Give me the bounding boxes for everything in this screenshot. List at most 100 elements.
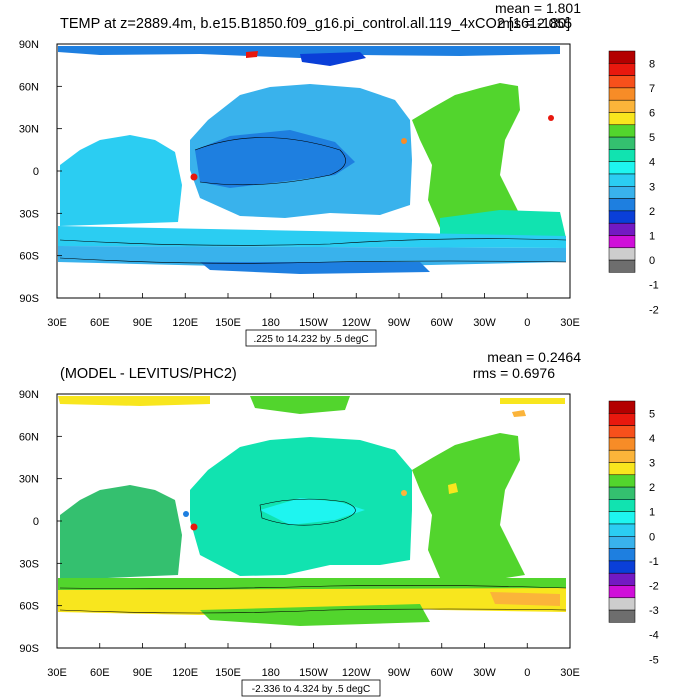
panel-1-colorbar-label: 6 xyxy=(649,108,655,120)
panel-2-y-tick-label: 0 xyxy=(33,516,39,528)
panel-1-colorbar-label: 2 xyxy=(649,206,655,218)
panel-2-colorbar: 5 4 3 2 1 0 -1 -2 -3 -4 -5 xyxy=(608,400,659,666)
panel-1-colorbar-label: -1 xyxy=(649,280,659,292)
panel-2-x-tick-label: 120W xyxy=(342,667,371,679)
p2-contour-3 xyxy=(59,608,567,614)
panel-2-colorbar-cell xyxy=(608,560,636,574)
p1-spot-orange xyxy=(401,138,407,144)
panel-2-y-tick-label: 90N xyxy=(19,389,39,401)
panel-1: TEMP at z=2889.4m, b.e15.B1850.f09_g16.p… xyxy=(19,0,659,347)
panel-1-colorbar-cell xyxy=(608,173,636,187)
panel-2-colorbar-cell xyxy=(608,486,636,500)
panel-1-colorbar-label: 3 xyxy=(649,181,655,193)
panel-2-x-tick-label: 120E xyxy=(172,667,198,679)
panel-2-x-tick-label: 30E xyxy=(47,667,67,679)
panel-2-colorbar-cell xyxy=(608,425,636,439)
panel-2-rms: rms = 0.6976 xyxy=(473,365,555,381)
panel-2-x-tick-label: 150W xyxy=(299,667,328,679)
p1-arctic-red xyxy=(246,51,258,58)
p2-contour-2 xyxy=(59,585,567,589)
panel-2-colorbar-label: -1 xyxy=(649,556,659,568)
panel-2-x-tick-label: 30W xyxy=(473,667,496,679)
panel-1-colorbar-cell xyxy=(608,247,636,261)
p1-contour-1 xyxy=(194,137,346,186)
p2-arctic-green xyxy=(250,396,350,414)
panel-1-y-tick-label: 90N xyxy=(19,39,39,51)
panel-1-colorbar-cell xyxy=(608,112,636,126)
panel-2-colorbar-cell xyxy=(608,499,636,512)
panel-1-x-tick-label: 30W xyxy=(473,317,496,329)
panel-1-x-tick-label: 60E xyxy=(90,317,110,329)
panel-2-colorbar-cell xyxy=(608,585,636,599)
panel-2-y-tick-label: 60N xyxy=(19,431,39,443)
panel-2-colorbar-cell xyxy=(608,609,636,623)
panel-1-colorbar-cell xyxy=(608,222,636,236)
panel-1-y-tick-label: 90S xyxy=(19,293,39,305)
panel-1-colorbar-cell xyxy=(608,87,636,101)
panel-2-colorbar-label: -4 xyxy=(649,630,659,642)
panel-1-colorbar-label: 1 xyxy=(649,231,655,243)
p2-arctic-yellow xyxy=(58,396,210,406)
p2-spot-yellow xyxy=(401,490,407,496)
panel-2-y-tick-label: 30S xyxy=(19,558,39,570)
panel-2-colorbar-label: -3 xyxy=(649,605,659,617)
panel-2-x-tick-label: 0 xyxy=(524,667,530,679)
panel-1-y-tick-label: 0 xyxy=(33,166,39,178)
p2-arctic-orange xyxy=(512,410,526,417)
panel-2-colorbar-label: -5 xyxy=(649,654,659,666)
panel-2-x-tick-label: 60E xyxy=(90,667,110,679)
panel-1-colorbar-cell xyxy=(608,50,636,64)
panel-1-x-tick-label: 120W xyxy=(342,317,371,329)
p1-contour-2 xyxy=(59,238,567,246)
panel-1-info-text: .225 to 14.232 by .5 degC xyxy=(253,334,368,345)
panel-1-colorbar-label: -2 xyxy=(649,304,659,316)
panel-2-x-tick-label: 30E xyxy=(560,667,580,679)
panel-1-x-tick-label: 150E xyxy=(215,317,241,329)
p2-southern-yellow xyxy=(58,588,566,615)
panel-1-info-box xyxy=(245,329,377,347)
panel-2-colorbar-label: 4 xyxy=(649,433,655,445)
p2-spot-blue xyxy=(183,511,189,517)
panel-1-x-tick-label: 30E xyxy=(560,317,580,329)
panel-2-mean: mean = 0.2464 xyxy=(487,349,581,365)
panel-1-colorbar-label: 4 xyxy=(649,157,655,169)
panel-1-x-tick-label: 30E xyxy=(47,317,67,329)
panel-1-y-tick-label: 60N xyxy=(19,81,39,93)
p1-pacific-core xyxy=(195,130,355,188)
p1-arctic-dark xyxy=(300,52,366,66)
panel-1-title: TEMP at z=2889.4m, b.e15.B1850.f09_g16.p… xyxy=(60,16,570,32)
panel-2-colorbar-cell xyxy=(608,474,636,488)
panel-2-x-tick-label: 60W xyxy=(430,667,453,679)
panel-2-colorbar-label: 1 xyxy=(649,507,655,519)
p2-pacific-core xyxy=(260,498,365,525)
panel-2-colorbar-cell xyxy=(608,523,636,537)
panel-1-colorbar-cell xyxy=(608,235,636,249)
panel-1-colorbar-cell xyxy=(608,75,636,89)
panel-2-colorbar-cell xyxy=(608,511,636,525)
panel-1-x-tick-label: 60W xyxy=(430,317,453,329)
p2-spot-red xyxy=(190,523,198,531)
panel-1-colorbar-cell xyxy=(608,136,636,150)
panel-2-y-tick-label: 60S xyxy=(19,601,39,613)
p1-southern-band-3 xyxy=(200,262,430,274)
panel-1-x-tick-label: 180 xyxy=(262,317,280,329)
panel-1-mean: mean = 1.801 xyxy=(495,0,581,16)
panel-2-map xyxy=(57,394,570,648)
panel-1-colorbar-cell xyxy=(608,149,636,162)
panel-2-y-tick-label: 90S xyxy=(19,643,39,655)
panel-2-colorbar-cell xyxy=(608,536,636,549)
panel-2-info-text: -2.336 to 4.324 by .5 degC xyxy=(252,684,370,695)
p1-arctic-blue xyxy=(58,46,560,58)
panel-1-y-tick-label: 60S xyxy=(19,251,39,263)
panel-2-x-ticks: 30E 60E 90E 120E 150E 180 150W 120W 90W 60W 30W 0 30… xyxy=(47,643,580,679)
panel-1-y-tick-label: 30S xyxy=(19,208,39,220)
panel-1-colorbar-cell xyxy=(608,259,636,273)
p2-arctic-yellow-2 xyxy=(500,398,565,404)
panel-1-x-ticks: 30E 60E 90E 120E 150E 180 150W 120W 90W 60W 30W 0 30… xyxy=(47,293,580,329)
panel-2-colorbar-cell xyxy=(608,462,636,476)
panel-2-y-tick-label: 30N xyxy=(19,474,39,486)
p2-southern-orange xyxy=(490,592,560,606)
panel-1-colorbar-label: 8 xyxy=(649,58,655,70)
panel-2-info-box xyxy=(241,679,381,697)
